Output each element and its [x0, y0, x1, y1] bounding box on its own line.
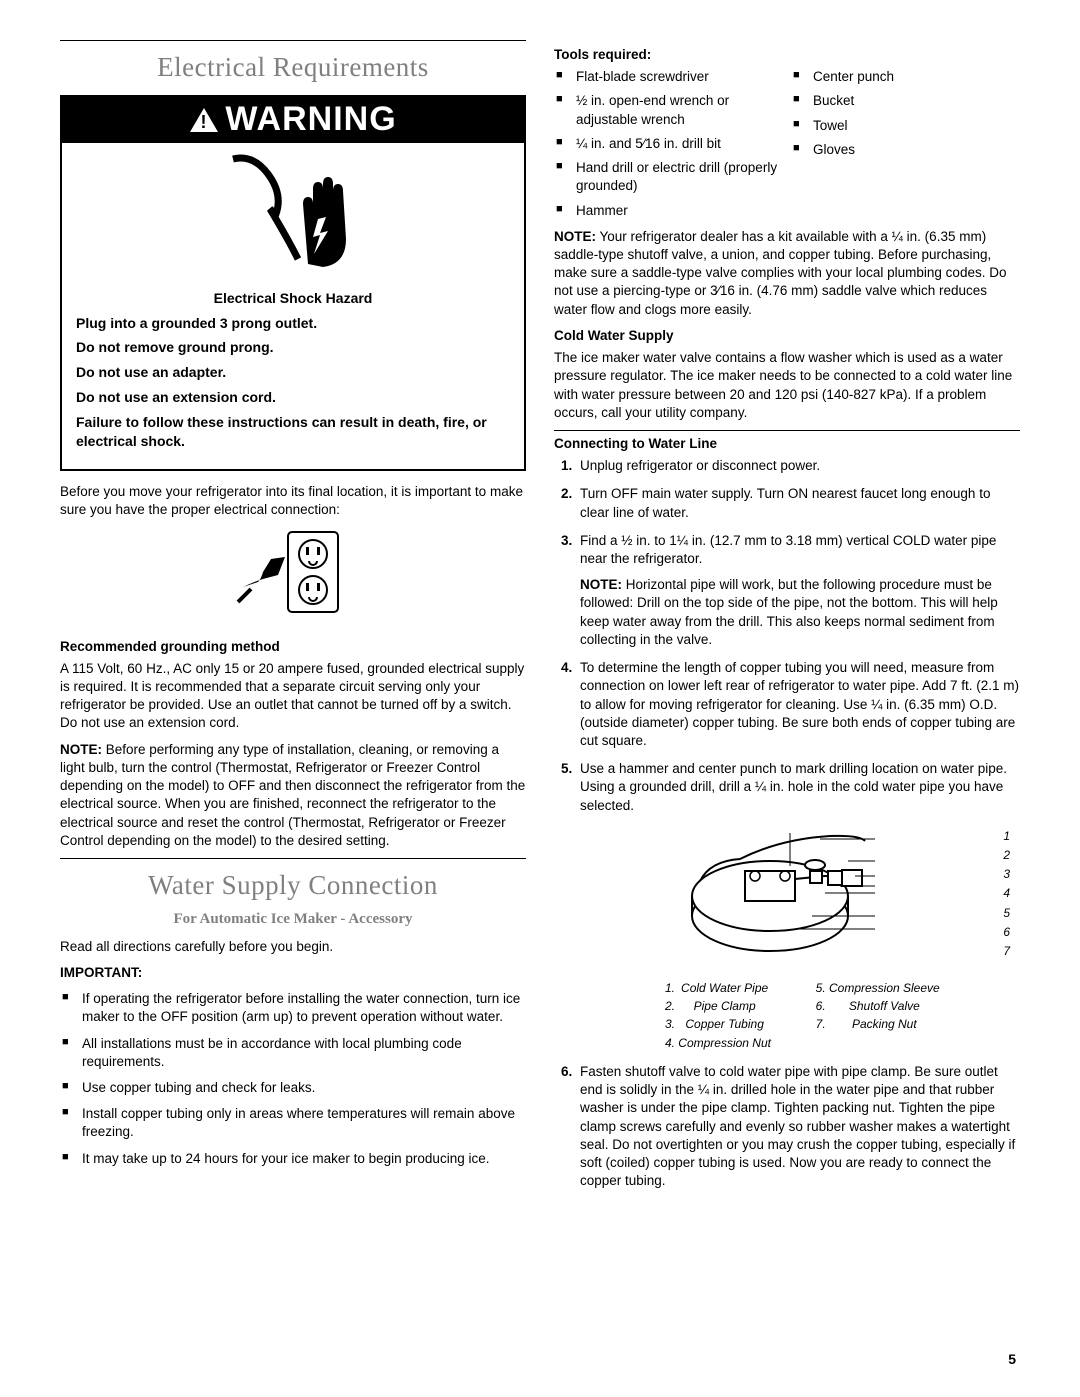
- shock-hand-icon: [228, 149, 358, 269]
- warn-line: Plug into a grounded 3 prong outlet.: [76, 314, 510, 333]
- list-item: It may take up to 24 hours for your ice …: [60, 1150, 526, 1168]
- fig-num: 4: [1003, 884, 1010, 903]
- list-item: ¼ in. and 5⁄16 in. drill bit: [554, 135, 783, 153]
- step-item: Turn OFF main water supply. Turn ON near…: [576, 485, 1020, 521]
- list-item: All installations must be in accordance …: [60, 1035, 526, 1071]
- legend-item: Compression Sleeve: [829, 980, 940, 996]
- legend-item: Cold Water Pipe: [678, 980, 771, 996]
- left-column: Electrical Requirements ! WARNING: [60, 40, 526, 1200]
- warning-triangle-icon: !: [189, 107, 219, 133]
- hazard-title: Electrical Shock Hazard: [76, 289, 510, 308]
- warn-line: Do not remove ground prong.: [76, 338, 510, 357]
- step-item: To determine the length of copper tubing…: [576, 659, 1020, 750]
- list-item: Gloves: [791, 141, 1020, 159]
- page-number: 5: [1008, 1350, 1016, 1369]
- note-text: Horizontal pipe will work, but the follo…: [580, 577, 998, 647]
- note-label: NOTE:: [554, 229, 596, 244]
- grounding-body: A 115 Volt, 60 Hz., AC only 15 or 20 amp…: [60, 660, 526, 733]
- pipe-valve-icon: [650, 821, 950, 971]
- right-column: Tools required: Flat-blade screwdriver ½…: [554, 40, 1020, 1200]
- steps-list: Unplug refrigerator or disconnect power.…: [554, 457, 1020, 1190]
- tools-grid: Flat-blade screwdriver ½ in. open-end wr…: [554, 68, 1020, 228]
- section-rule: [60, 858, 526, 859]
- section-title-water: Water Supply Connection: [60, 867, 526, 903]
- list-item: Towel: [791, 117, 1020, 135]
- list-item: Hammer: [554, 202, 783, 220]
- hazard-icon-row: [62, 143, 524, 278]
- legend-item: Copper Tubing: [678, 1016, 771, 1032]
- tools-col-left: Flat-blade screwdriver ½ in. open-end wr…: [554, 68, 783, 228]
- note-label: NOTE:: [60, 742, 102, 757]
- figure-legend: Cold Water Pipe Pipe Clamp Copper Tubing…: [580, 980, 1020, 1053]
- pipe-figure: 1 2 3 4 5 6 7 Cold Water Pipe Pipe Clamp: [580, 821, 1020, 1053]
- list-item: Bucket: [791, 92, 1020, 110]
- step-item: Unplug refrigerator or disconnect power.: [576, 457, 1020, 475]
- legend-item: Shutoff Valve: [829, 998, 940, 1014]
- warning-body: Electrical Shock Hazard Plug into a grou…: [62, 279, 524, 469]
- cold-head: Cold Water Supply: [554, 327, 1020, 345]
- important-list: If operating the refrigerator before ins…: [60, 990, 526, 1168]
- legend-item: Compression Nut: [678, 1035, 771, 1051]
- svg-text:!: !: [201, 112, 208, 132]
- list-item: Use copper tubing and check for leaks.: [60, 1079, 526, 1097]
- tools-col-right: Center punch Bucket Towel Gloves: [791, 68, 1020, 228]
- warn-line: Do not use an extension cord.: [76, 388, 510, 407]
- kit-note: NOTE: Your refrigerator dealer has a kit…: [554, 228, 1020, 319]
- fig-num: 7: [1003, 942, 1010, 961]
- list-item: Install copper tubing only in areas wher…: [60, 1105, 526, 1141]
- list-item: Hand drill or electric drill (properly g…: [554, 159, 783, 195]
- warning-box: ! WARNING Electrical Shock Hazard Plug i…: [60, 95, 526, 470]
- legend-item: Packing Nut: [829, 1016, 940, 1032]
- section-rule: [60, 40, 526, 41]
- step-text: Find a ½ in. to 1¼ in. (12.7 mm to 3.18 …: [580, 533, 996, 566]
- warning-text: WARNING: [225, 97, 396, 143]
- outlet-plug-icon: [233, 527, 353, 622]
- fig-num: 2: [1003, 846, 1010, 865]
- outlet-figure: [60, 527, 526, 627]
- warning-banner: ! WARNING: [62, 97, 524, 143]
- fig-num: 1: [1003, 827, 1010, 846]
- legend-item: Pipe Clamp: [678, 998, 771, 1014]
- grounding-note: NOTE: Before performing any type of inst…: [60, 741, 526, 850]
- step-item: Use a hammer and center punch to mark dr…: [576, 760, 1020, 1053]
- fig-num: 5: [1003, 904, 1010, 923]
- figure-number-labels: 1 2 3 4 5 6 7: [1003, 827, 1010, 961]
- step-text: Use a hammer and center punch to mark dr…: [580, 761, 1007, 812]
- list-item: ½ in. open-end wrench or adjustable wren…: [554, 92, 783, 128]
- note-text: Your refrigerator dealer has a kit avail…: [554, 229, 1006, 317]
- cold-body: The ice maker water valve contains a flo…: [554, 349, 1020, 422]
- step-item: Fasten shutoff valve to cold water pipe …: [576, 1063, 1020, 1191]
- step-item: Find a ½ in. to 1¼ in. (12.7 mm to 3.18 …: [576, 532, 1020, 649]
- subtitle-water: For Automatic Ice Maker - Accessory: [60, 909, 526, 929]
- list-item: Center punch: [791, 68, 1020, 86]
- tools-head: Tools required:: [554, 46, 1020, 64]
- fig-num: 6: [1003, 923, 1010, 942]
- grounding-head: Recommended grounding method: [60, 638, 526, 656]
- note-text: Before performing any type of installati…: [60, 742, 525, 848]
- section-rule: [554, 430, 1020, 431]
- important-label: IMPORTANT:: [60, 964, 526, 982]
- page: Electrical Requirements ! WARNING: [0, 0, 1080, 1397]
- section-title-electrical: Electrical Requirements: [60, 49, 526, 85]
- warn-line: Failure to follow these instructions can…: [76, 413, 510, 451]
- step-note: NOTE: Horizontal pipe will work, but the…: [580, 576, 1020, 649]
- list-item: If operating the refrigerator before ins…: [60, 990, 526, 1026]
- note-label: NOTE:: [580, 577, 622, 592]
- connect-head: Connecting to Water Line: [554, 435, 1020, 453]
- read-first: Read all directions carefully before you…: [60, 938, 526, 956]
- intro-text: Before you move your refrigerator into i…: [60, 483, 526, 519]
- fig-num: 3: [1003, 865, 1010, 884]
- warn-line: Do not use an adapter.: [76, 363, 510, 382]
- list-item: Flat-blade screwdriver: [554, 68, 783, 86]
- two-column-layout: Electrical Requirements ! WARNING: [60, 40, 1020, 1200]
